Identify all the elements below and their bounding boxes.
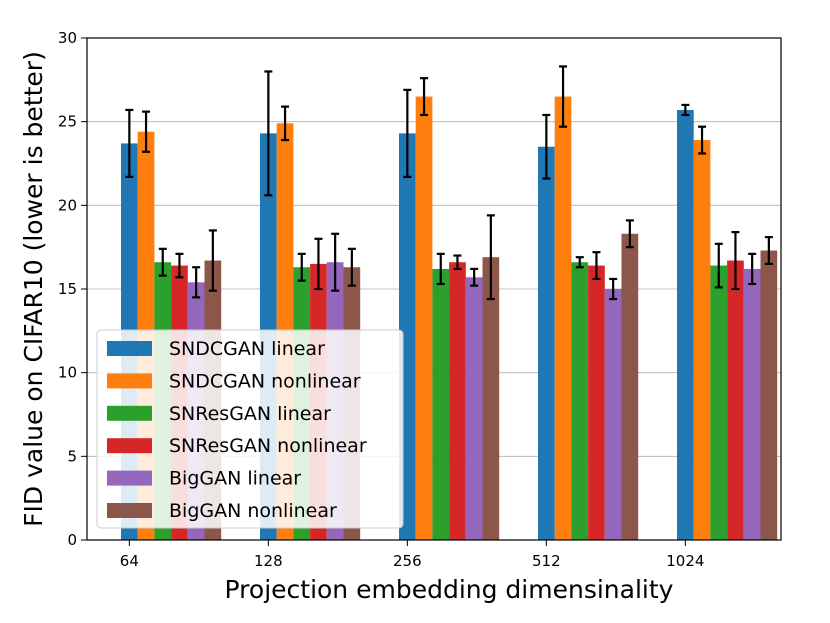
x-tick-label: 128 bbox=[254, 552, 283, 570]
y-tick-label: 25 bbox=[58, 113, 77, 131]
x-tick-label: 512 bbox=[532, 552, 561, 570]
bar bbox=[482, 257, 500, 540]
legend-swatch bbox=[107, 341, 152, 356]
y-tick-label: 30 bbox=[58, 29, 77, 47]
y-axis-label: FID value on CIFAR10 (lower is better) bbox=[19, 51, 48, 527]
bar bbox=[727, 260, 744, 540]
bar bbox=[760, 250, 778, 540]
x-tick-label: 1024 bbox=[666, 552, 704, 570]
legend-swatch bbox=[107, 503, 152, 518]
bar bbox=[571, 262, 589, 540]
y-tick-label: 20 bbox=[58, 196, 77, 214]
legend-label: SNResGAN nonlinear bbox=[169, 435, 367, 457]
legend-label: BigGAN linear bbox=[169, 468, 301, 490]
x-tick-label: 64 bbox=[120, 552, 139, 570]
y-axis: 0 5 10 15 20 25 30 bbox=[58, 29, 87, 549]
bar bbox=[465, 277, 483, 540]
legend: SNDCGAN linear SNDCGAN nonlinear SNResGAN … bbox=[96, 329, 404, 529]
bar bbox=[415, 96, 433, 541]
bar bbox=[710, 265, 728, 540]
y-tick-label: 5 bbox=[67, 447, 77, 465]
bar bbox=[432, 268, 450, 540]
bar bbox=[677, 109, 694, 540]
y-tick-label: 15 bbox=[58, 280, 77, 298]
legend-label: SNDCGAN nonlinear bbox=[169, 370, 361, 392]
legend-swatch bbox=[107, 470, 152, 486]
legend-label: BigGAN nonlinear bbox=[169, 500, 337, 522]
legend-swatch bbox=[107, 405, 152, 421]
y-tick-label: 10 bbox=[58, 364, 77, 382]
bar bbox=[538, 146, 555, 540]
legend-box bbox=[96, 329, 404, 529]
legend-swatch bbox=[107, 373, 152, 389]
bar bbox=[604, 289, 622, 540]
bar bbox=[449, 262, 466, 540]
legend-label: SNDCGAN linear bbox=[169, 338, 325, 360]
bar bbox=[693, 140, 711, 540]
legend-label: SNResGAN linear bbox=[169, 403, 331, 425]
bar bbox=[743, 268, 761, 540]
error-bars bbox=[125, 65, 773, 301]
bar bbox=[554, 96, 572, 541]
x-axis-label: Projection embedding dimensinality bbox=[225, 575, 674, 604]
bar bbox=[621, 233, 639, 540]
legend-swatch bbox=[107, 438, 152, 454]
bar bbox=[588, 265, 605, 540]
x-axis: 64 128 256 512 1024 bbox=[120, 540, 704, 570]
y-tick-label: 0 bbox=[67, 531, 77, 549]
x-tick-label: 256 bbox=[393, 552, 422, 570]
